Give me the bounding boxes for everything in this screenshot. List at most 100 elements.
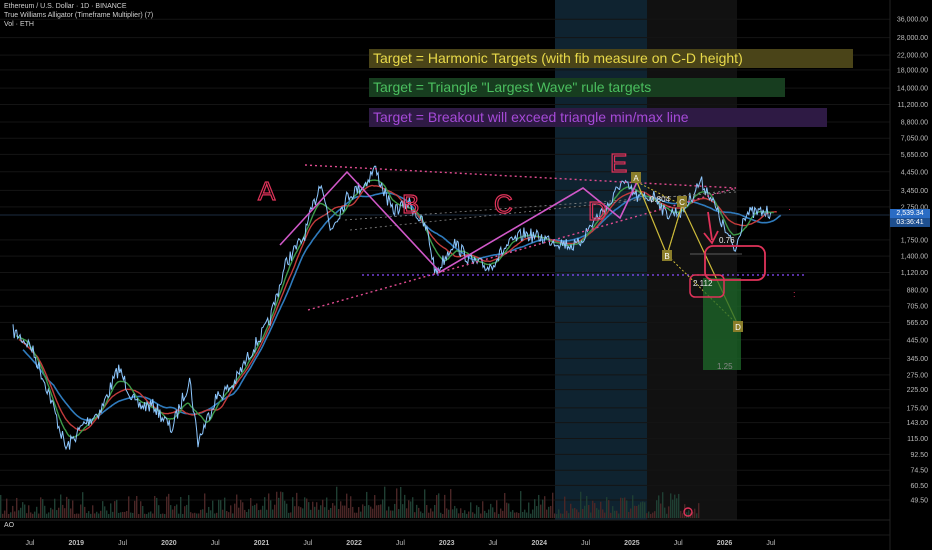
symbol-legend[interactable]: Ethereum / U.S. Dollar · 1D · BINANCE	[4, 3, 127, 10]
volume-bar	[696, 513, 698, 518]
volume-bar	[664, 507, 666, 518]
volume-bar	[642, 501, 644, 518]
volume-bar	[268, 493, 270, 518]
volume-bar	[22, 502, 24, 518]
volume-bar	[56, 510, 58, 518]
volume-bar	[80, 504, 82, 518]
volume-bar	[58, 507, 60, 518]
volume-bar	[552, 492, 554, 518]
annotation-triangle-targets[interactable]: Target = Triangle "Largest Wave" rule ta…	[369, 78, 785, 97]
y-tick-label: 3,450.00	[901, 188, 928, 195]
volume-bar	[682, 513, 684, 518]
pattern-point-label: D	[735, 323, 741, 332]
volume-bar	[90, 513, 92, 518]
volume-bar	[688, 510, 690, 518]
volume-bar	[532, 509, 534, 518]
volume-bar	[242, 502, 244, 518]
volume-bar	[228, 512, 230, 518]
volume-bar	[110, 503, 112, 518]
volume-bar	[10, 512, 12, 518]
volume-bar	[568, 513, 570, 518]
y-tick-label: 175.00	[907, 405, 929, 412]
volume-bar	[182, 513, 184, 518]
volume-bar	[204, 493, 206, 518]
volume-bar	[402, 504, 404, 518]
volume-bar	[150, 511, 152, 518]
annotation-breakout-target[interactable]: Target = Breakout will exceed triangle m…	[369, 108, 827, 127]
volume-bar	[76, 513, 78, 518]
y-tick-label: 345.00	[907, 356, 929, 363]
current-price-label: 2,539.34	[890, 209, 930, 218]
x-tick-label: 2026	[717, 540, 733, 547]
ao-legend[interactable]: AO	[4, 522, 15, 529]
volume-bar	[60, 494, 62, 518]
volume-bar	[570, 503, 572, 518]
volume-bar	[492, 507, 494, 518]
annotation-harmonic-targets[interactable]: Target = Harmonic Targets (with fib meas…	[369, 49, 853, 68]
volume-bar	[88, 511, 90, 518]
price-axis: 36,000.00 28,000.00 22,000.00 18,000.00 14,0…	[897, 17, 928, 505]
volume-bar	[636, 505, 638, 518]
y-tick-label: 5,650.00	[901, 152, 928, 159]
volume-bar	[118, 512, 120, 518]
volume-bar	[322, 499, 324, 518]
volume-bar	[328, 509, 330, 518]
volume-bar	[30, 512, 32, 518]
volume-bar	[522, 511, 524, 518]
volume-bar	[488, 509, 490, 518]
volume-bar	[158, 505, 160, 518]
volume-bar	[418, 507, 420, 518]
volume-bar	[248, 509, 250, 518]
volume-bar	[432, 511, 434, 518]
volume-bar	[280, 491, 282, 518]
volume-bar	[262, 505, 264, 518]
volume-bar	[210, 510, 212, 518]
volume-bar	[34, 511, 36, 518]
volume-bar	[326, 497, 328, 518]
volume-bar	[436, 495, 438, 518]
volume-bar	[514, 512, 516, 518]
volume-bar	[630, 508, 632, 518]
volume-bar	[4, 510, 6, 518]
volume-bar	[236, 494, 238, 518]
volume-bar	[534, 499, 536, 518]
y-tick-label: 92.50	[910, 452, 928, 459]
volume-bar	[530, 513, 532, 518]
volume-bar	[66, 496, 68, 518]
volume-bar	[580, 491, 582, 518]
volume-bar	[648, 511, 650, 518]
volume-bar	[254, 504, 256, 518]
volume-legend[interactable]: Vol · ETH	[4, 21, 34, 28]
volume-bar	[54, 498, 56, 518]
volume-bar	[386, 510, 388, 518]
volume-bar	[50, 507, 52, 518]
volume-bar	[588, 504, 590, 518]
hand-drawn-target-box-2	[689, 274, 725, 298]
volume-bar	[206, 512, 208, 518]
volume-bar	[662, 492, 664, 518]
pattern-point-label: B	[664, 252, 669, 261]
volume-bar	[282, 492, 284, 518]
volume-bar	[394, 503, 396, 518]
volume-bar	[96, 511, 98, 518]
volume-bar	[374, 495, 376, 518]
volume-bar	[548, 506, 550, 518]
indicator-legend[interactable]: True Williams Alligator (Timeframe Multi…	[4, 12, 154, 19]
volume-bar	[566, 510, 568, 518]
y-tick-label: 14,000.00	[897, 86, 928, 93]
volume-bar	[314, 506, 316, 518]
volume-bar	[392, 510, 394, 518]
x-tick-label: 2020	[161, 540, 177, 547]
volume-bar	[274, 504, 276, 518]
volume-bar	[44, 505, 46, 518]
x-tick-label: Jul	[396, 540, 405, 547]
y-tick-label: 22,000.00	[897, 53, 928, 60]
volume-bar	[518, 513, 520, 518]
fib-label: 0.804	[650, 195, 671, 204]
x-tick-label: Jul	[674, 540, 683, 547]
volume-bar	[694, 508, 696, 518]
volume-bar	[160, 513, 162, 518]
volume-bar	[246, 511, 248, 518]
hand-drawn-circle	[683, 507, 693, 517]
volume-bar	[372, 508, 374, 518]
